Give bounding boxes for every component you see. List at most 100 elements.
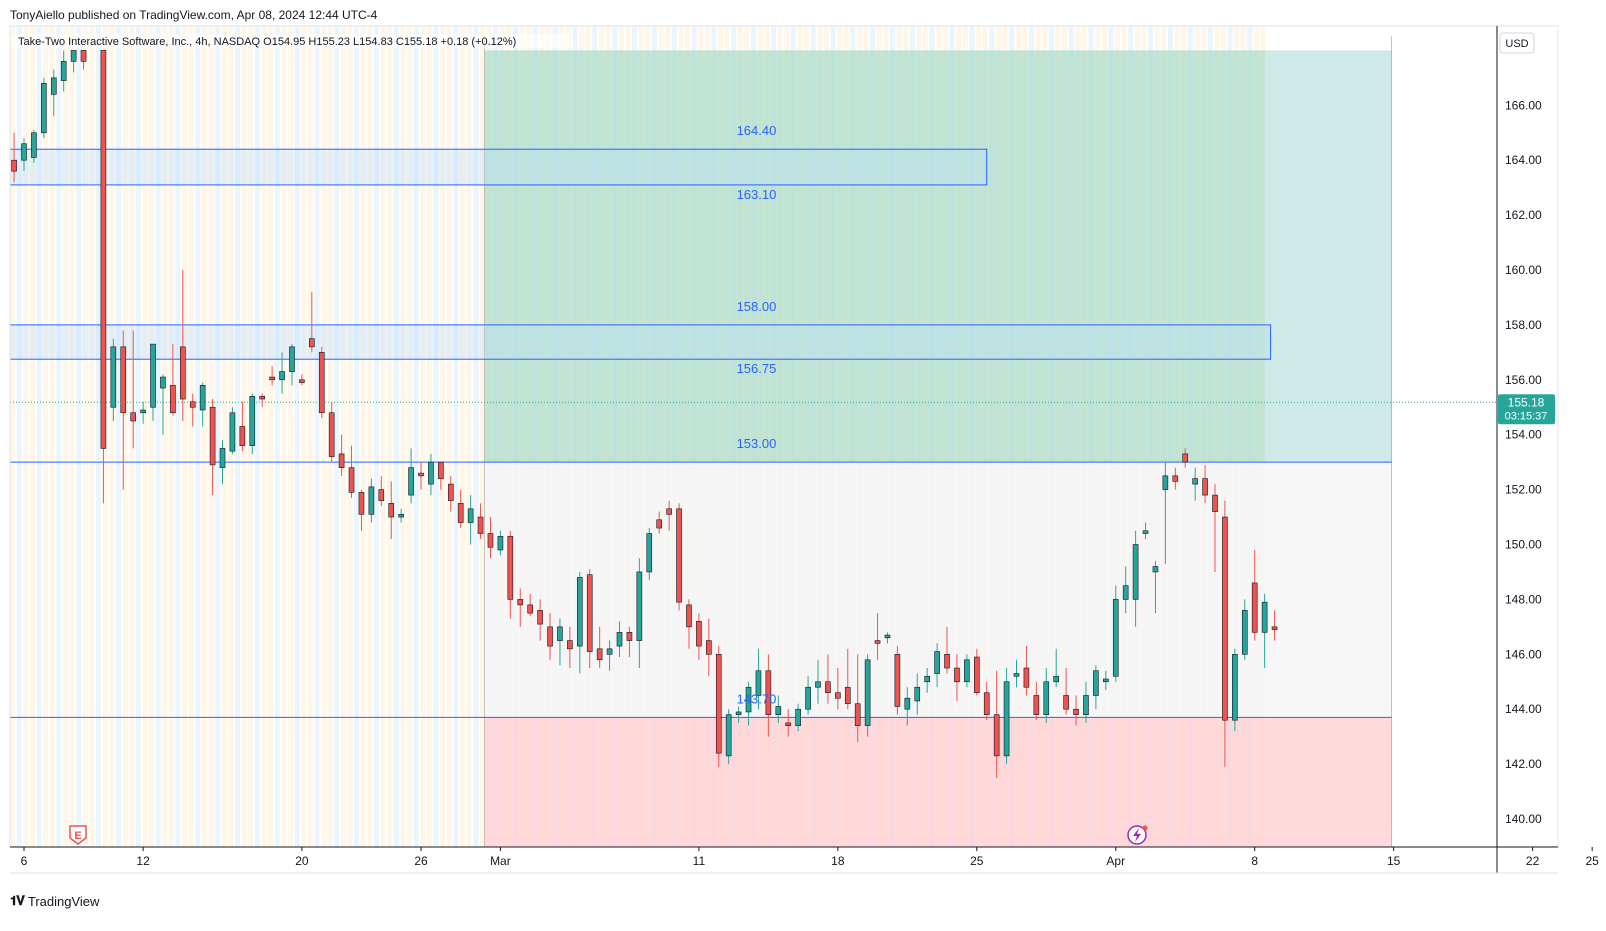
session-stripe (307, 26, 313, 847)
candle-body (239, 426, 246, 446)
candle (686, 599, 692, 649)
time-tick-label: 22 (1526, 854, 1540, 868)
candle (696, 613, 702, 660)
candle-body (318, 352, 325, 414)
candle-body (1003, 681, 1010, 757)
candle-body (924, 675, 930, 683)
last-price-value: 155.18 (1508, 395, 1545, 409)
candle (388, 481, 395, 540)
candle (1023, 646, 1030, 696)
candle (80, 50, 87, 70)
session-stripe (459, 26, 466, 847)
candle (1212, 484, 1218, 572)
candle-body (616, 632, 623, 647)
candle-body (388, 503, 395, 518)
candle (1003, 668, 1010, 765)
candle (60, 50, 67, 92)
legend-backdrop (10, 34, 570, 48)
candle-body (854, 703, 861, 726)
candle (745, 681, 752, 726)
candle (497, 530, 504, 556)
candle (279, 352, 285, 394)
currency-label: USD (1505, 38, 1528, 50)
candle (309, 291, 315, 353)
candle (507, 530, 514, 619)
supply-zones[interactable] (9, 148, 1272, 360)
candle (676, 503, 682, 611)
candle-body (517, 599, 524, 606)
candle (189, 393, 196, 427)
candle-body (1192, 478, 1198, 485)
tradingview-brand[interactable]: 𝟏𝐕 TradingView (10, 893, 99, 909)
session-stripe (135, 26, 141, 847)
session-stripe (274, 26, 280, 847)
currency-button[interactable] (1499, 32, 1535, 54)
session-stripe (466, 26, 472, 847)
lightning-event-icon[interactable] (1127, 825, 1148, 845)
time-tick-label: 8 (1251, 854, 1258, 868)
candle (725, 709, 732, 765)
price-tick-label: 148.00 (1505, 592, 1542, 606)
candle-body (1261, 601, 1268, 633)
session-stripe (387, 26, 393, 847)
candle-body (983, 692, 990, 715)
candle-body (269, 376, 275, 381)
candle-body (904, 697, 911, 710)
candle-body (706, 640, 712, 655)
long-position-tool[interactable] (484, 36, 1392, 847)
candle-body (1093, 670, 1099, 696)
candle-body (755, 670, 762, 696)
candle-body (467, 508, 474, 523)
candle (874, 613, 881, 660)
candle (1261, 593, 1268, 669)
candle-body (209, 406, 216, 466)
session-stripe (373, 26, 380, 847)
candle-body (884, 634, 891, 639)
candle (249, 393, 256, 454)
candle-body (348, 467, 355, 493)
candle-body (418, 472, 424, 477)
candle-body (725, 714, 732, 757)
candle-body (21, 143, 27, 161)
session-stripe (433, 26, 439, 847)
candle (328, 401, 335, 463)
session-stripe (254, 26, 260, 847)
target-progress (484, 50, 1265, 463)
candle (775, 695, 782, 723)
session-stripe (23, 26, 29, 847)
candle (755, 648, 762, 710)
candle-body (1241, 610, 1248, 655)
candle (973, 648, 980, 696)
candle-body (775, 706, 782, 715)
candle (1222, 500, 1228, 767)
session-stripe (261, 26, 267, 847)
price-tick-label: 152.00 (1505, 483, 1542, 497)
candle-body (328, 412, 335, 457)
candle-body (844, 686, 851, 705)
candle-body (1033, 695, 1040, 715)
session-stripe (400, 26, 406, 847)
session-stripe (43, 26, 49, 847)
candle-body (527, 604, 533, 614)
candle-body (715, 653, 722, 754)
session-stripe (393, 26, 399, 847)
candle-body (289, 346, 295, 372)
candle (120, 330, 127, 490)
candle (269, 366, 275, 386)
session-stripe (168, 26, 174, 847)
session-stripe (175, 26, 181, 847)
session-stripe (301, 26, 307, 847)
candle-body (1162, 475, 1169, 490)
price-axis[interactable]: 140.00 142.00 144.00 146.00 148.00 150.00 152.… (1505, 98, 1542, 826)
session-stripe (294, 26, 300, 847)
time-axis[interactable]: 6 12 20 26 Mar 11 18 25 Apr 8 15 22 25 (21, 847, 1599, 868)
session-stripe (268, 26, 274, 847)
candle-body (547, 626, 553, 647)
horizontal-lines[interactable] (10, 461, 1392, 718)
candle-body (686, 604, 692, 628)
earnings-e-icon[interactable]: E (69, 825, 87, 845)
candle-body (626, 632, 633, 641)
candle-body (864, 659, 871, 726)
candle-body (338, 453, 345, 468)
